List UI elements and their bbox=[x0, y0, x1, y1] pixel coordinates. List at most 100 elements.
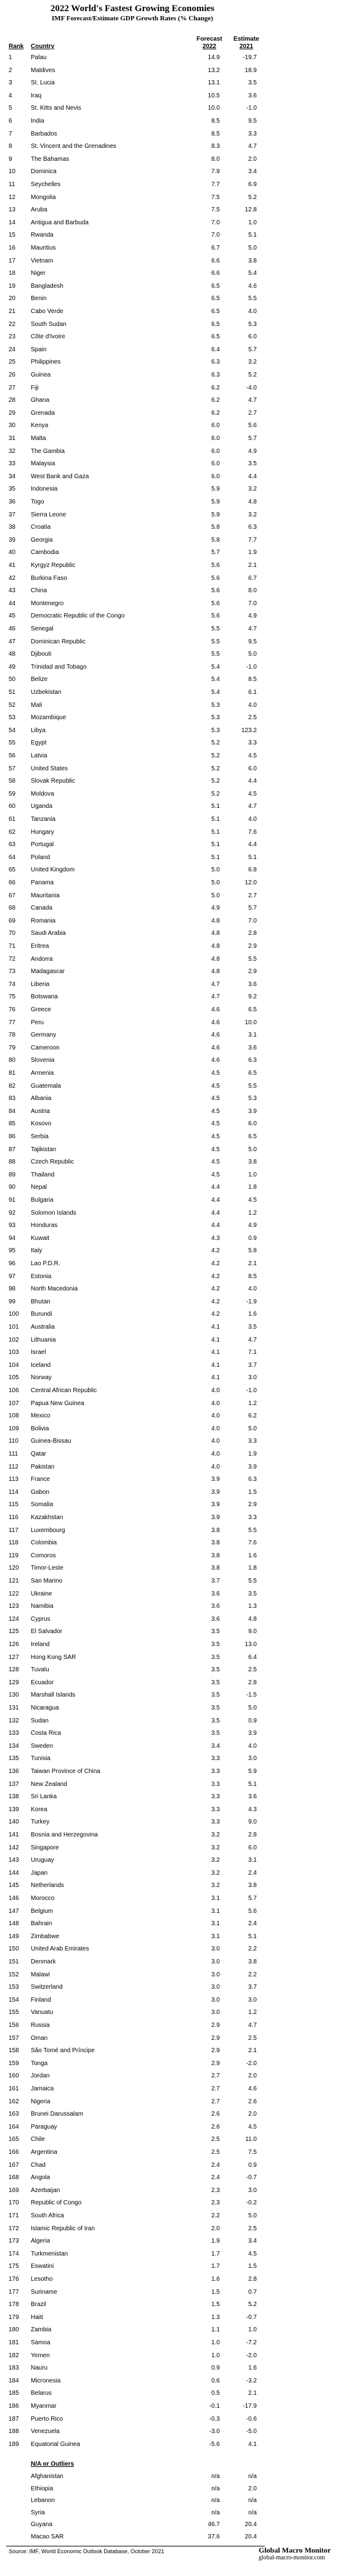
rank: 105 bbox=[9, 1374, 19, 1382]
rank: 65 bbox=[9, 866, 16, 874]
forecast: 5.9 bbox=[211, 511, 220, 518]
rank: 116 bbox=[9, 1514, 18, 1521]
rank: 127 bbox=[9, 1653, 19, 1661]
country: Vietnam bbox=[31, 257, 54, 264]
rank: 6 bbox=[9, 118, 12, 124]
rank: 29 bbox=[9, 409, 16, 417]
country: Islamic Republic of Iran bbox=[31, 2225, 95, 2232]
estimate: 5.0 bbox=[248, 1705, 257, 1711]
country: Portugal bbox=[31, 841, 54, 849]
rank: 40 bbox=[9, 549, 16, 556]
country: Libya bbox=[31, 727, 46, 734]
country: Macao SAR bbox=[31, 2533, 64, 2540]
rank: 68 bbox=[9, 905, 16, 912]
rank: 94 bbox=[9, 1234, 16, 1242]
estimate: 6.3 bbox=[248, 1057, 257, 1064]
rank: 173 bbox=[9, 2238, 19, 2245]
country: Hong Kong SAR bbox=[31, 1653, 76, 1661]
rank: 24 bbox=[9, 346, 16, 353]
column-header: Estimate bbox=[233, 36, 259, 43]
country: Guyana bbox=[31, 2521, 53, 2529]
rank: 19 bbox=[9, 282, 16, 290]
forecast: -3.0 bbox=[209, 2428, 220, 2435]
estimate: 5.2 bbox=[248, 2301, 257, 2309]
country: Côte d'Ivoire bbox=[31, 333, 65, 341]
outliers-title: N/A or Outliers bbox=[31, 2461, 75, 2468]
country: Bulgaria bbox=[31, 1197, 54, 1204]
estimate: -19.7 bbox=[243, 54, 257, 61]
estimate: 4.7 bbox=[248, 397, 257, 404]
forecast: 3.5 bbox=[211, 1679, 220, 1686]
country: Tuvalu bbox=[31, 1666, 49, 1674]
estimate: 7.7 bbox=[248, 536, 257, 544]
country: Malta bbox=[31, 435, 46, 442]
estimate: -2.0 bbox=[246, 2352, 257, 2359]
forecast: 3.2 bbox=[211, 1869, 220, 1877]
forecast: 1.6 bbox=[211, 2276, 220, 2283]
forecast: 3.0 bbox=[211, 1946, 220, 1953]
country: Guinea-Bissau bbox=[31, 1438, 71, 1445]
rank: 48 bbox=[9, 651, 16, 658]
estimate: 1.2 bbox=[248, 1209, 257, 1217]
country: Latvia bbox=[31, 752, 47, 759]
rank: 41 bbox=[9, 562, 16, 569]
estimate: 3.6 bbox=[248, 1793, 257, 1801]
country: Tanzania bbox=[31, 816, 56, 823]
rank: 133 bbox=[9, 1730, 19, 1737]
forecast: 4.5 bbox=[211, 1082, 220, 1090]
rank: 12 bbox=[9, 194, 16, 201]
rank: 7 bbox=[9, 130, 12, 137]
country: Belgium bbox=[31, 1907, 54, 1915]
estimate: 4.5 bbox=[248, 752, 257, 759]
country: Comoros bbox=[31, 1552, 56, 1559]
estimate: 2.0 bbox=[248, 155, 257, 163]
forecast: 3.7 bbox=[211, 1578, 220, 1584]
country: Kosovo bbox=[31, 1120, 52, 1128]
estimate: 2.5 bbox=[248, 714, 257, 722]
country: Georgia bbox=[31, 536, 53, 544]
rank: 74 bbox=[9, 980, 16, 988]
country: Iraq bbox=[31, 92, 42, 99]
forecast: 3.9 bbox=[211, 1514, 220, 1521]
rank: 171 bbox=[9, 2212, 19, 2219]
rank: 164 bbox=[9, 2123, 19, 2130]
rank: 50 bbox=[9, 676, 16, 683]
estimate: 5.6 bbox=[248, 1907, 257, 1915]
forecast: 5.3 bbox=[211, 727, 220, 734]
rank: 78 bbox=[9, 1032, 16, 1039]
forecast: 3.0 bbox=[211, 1958, 220, 1965]
country: Andorra bbox=[31, 955, 53, 963]
country: Chad bbox=[31, 2161, 46, 2169]
forecast: 4.6 bbox=[211, 1044, 220, 1051]
country: Haiti bbox=[31, 2313, 44, 2321]
rank: 82 bbox=[9, 1082, 16, 1090]
forecast: 3.3 bbox=[211, 1780, 220, 1788]
estimate: 2.2 bbox=[248, 1971, 257, 1978]
rank: 184 bbox=[9, 2377, 19, 2384]
rank: 183 bbox=[9, 2365, 19, 2372]
rank: 145 bbox=[9, 1882, 19, 1889]
estimate: 9.0 bbox=[248, 1819, 257, 1826]
forecast: 6.3 bbox=[211, 359, 220, 366]
country: Costa Rica bbox=[31, 1730, 61, 1737]
country: Somalia bbox=[31, 1501, 54, 1509]
rank: 57 bbox=[9, 765, 16, 772]
country: Republic of Congo bbox=[31, 2199, 82, 2207]
estimate: 3.3 bbox=[248, 740, 257, 747]
forecast: 4.6 bbox=[211, 1057, 220, 1064]
country: Nepal bbox=[31, 1184, 47, 1191]
forecast: 6.0 bbox=[211, 460, 220, 468]
country: Thailand bbox=[31, 1171, 55, 1178]
country: United States bbox=[31, 765, 68, 772]
rank: 135 bbox=[9, 1755, 19, 1763]
estimate: 5.1 bbox=[248, 1780, 257, 1788]
forecast: 6.6 bbox=[211, 270, 220, 277]
rank: 110 bbox=[9, 1438, 18, 1445]
forecast: 2.9 bbox=[211, 2034, 220, 2042]
forecast: 1.9 bbox=[211, 2238, 220, 2245]
rank: 134 bbox=[9, 1742, 19, 1750]
forecast: 2.9 bbox=[211, 2047, 220, 2055]
forecast: 3.9 bbox=[211, 1501, 220, 1509]
rank: 73 bbox=[9, 968, 16, 976]
forecast: 3.5 bbox=[211, 1641, 220, 1648]
